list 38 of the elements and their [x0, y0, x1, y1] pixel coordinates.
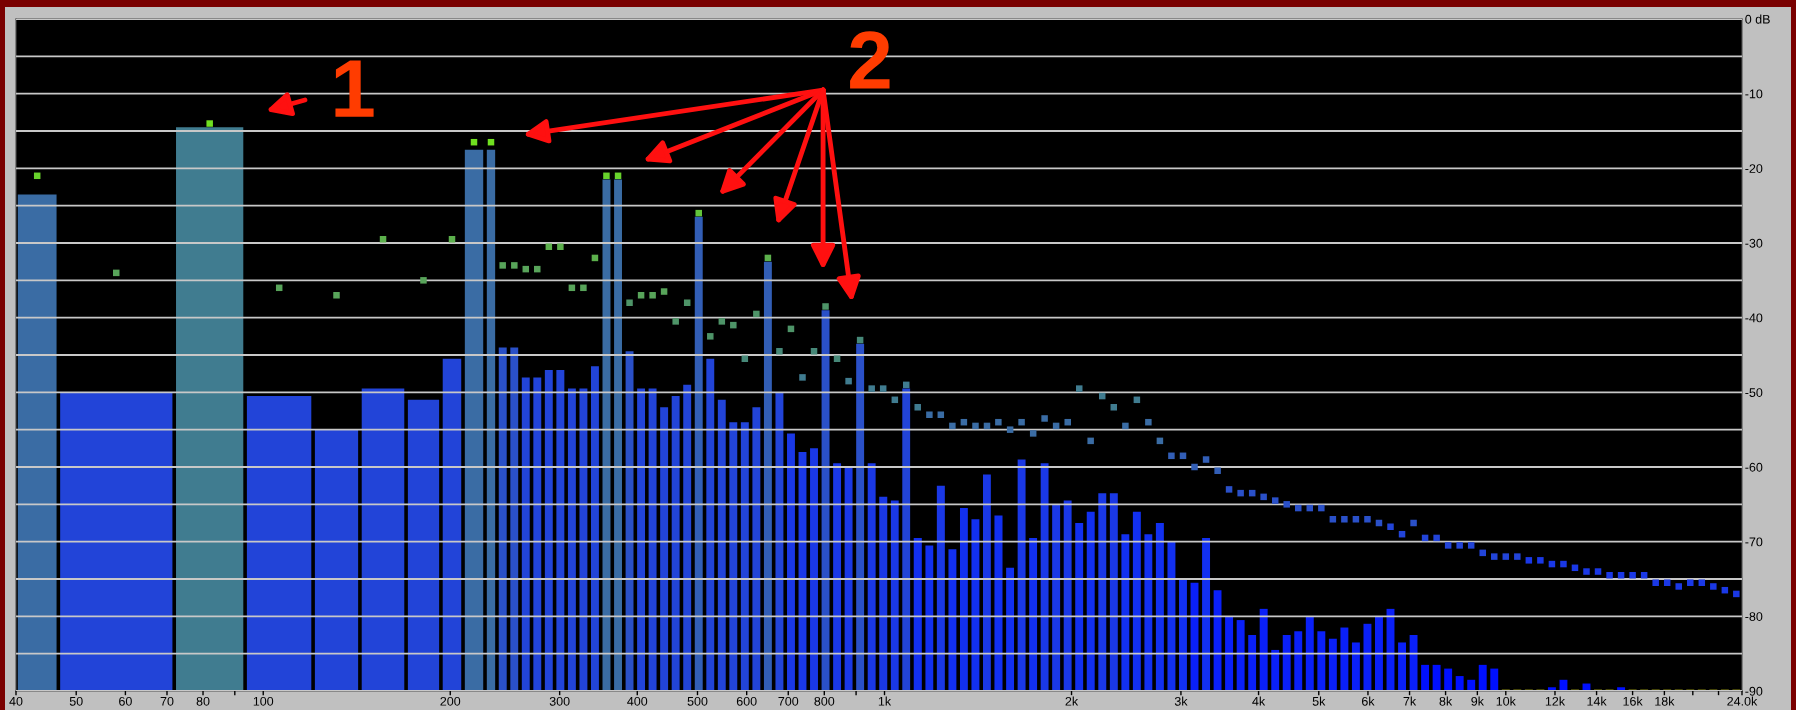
- x-tick-label: 3k: [1174, 696, 1188, 706]
- x-tick-label: 24.0k: [1727, 696, 1758, 706]
- y-tick-label: -40: [1745, 313, 1763, 323]
- x-tick-label: 600: [736, 696, 757, 706]
- x-tick-label: 16k: [1623, 696, 1643, 706]
- x-tick-label: 200: [440, 696, 461, 706]
- x-tick-label: 60: [119, 696, 132, 706]
- y-tick-label: -70: [1745, 537, 1763, 547]
- y-tick-label: -50: [1745, 388, 1763, 397]
- x-tick-label: 8k: [1439, 696, 1453, 706]
- x-tick-label: 40: [9, 696, 23, 706]
- x-tick-label: 4k: [1252, 696, 1266, 706]
- x-tick-label: 500: [687, 696, 708, 706]
- y-tick-label: -30: [1745, 238, 1763, 248]
- x-tick-label: 9k: [1471, 696, 1484, 706]
- y-tick-label: -60: [1745, 462, 1763, 472]
- x-tick-label: 6k: [1361, 696, 1375, 706]
- x-tick-label: 800: [814, 696, 835, 706]
- x-tick-label: 700: [778, 696, 799, 706]
- x-tick-label: 70: [160, 696, 174, 706]
- x-tick-label: 2k: [1065, 696, 1079, 706]
- x-tick-label: 5k: [1312, 696, 1326, 706]
- y-tick-label: -80: [1745, 612, 1763, 621]
- x-tick-label: 10k: [1496, 696, 1516, 706]
- y-tick-label: 0 dB: [1745, 14, 1770, 24]
- x-tick-label: 50: [69, 696, 83, 706]
- x-tick-label: 1k: [878, 696, 892, 706]
- x-tick-label: 12k: [1545, 696, 1566, 706]
- x-tick-label: 80: [196, 696, 210, 706]
- y-tick-label: -90: [1745, 686, 1763, 696]
- x-tick-label: 7k: [1403, 696, 1417, 706]
- y-tick-label: -20: [1745, 164, 1763, 173]
- y-tick-label: -10: [1745, 89, 1763, 99]
- x-tick-label: 400: [627, 696, 648, 706]
- x-tick-label: 14k: [1587, 696, 1607, 706]
- x-tick-label: 100: [253, 696, 274, 706]
- x-tick-label: 18k: [1655, 696, 1675, 706]
- x-tick-label: 300: [549, 696, 570, 706]
